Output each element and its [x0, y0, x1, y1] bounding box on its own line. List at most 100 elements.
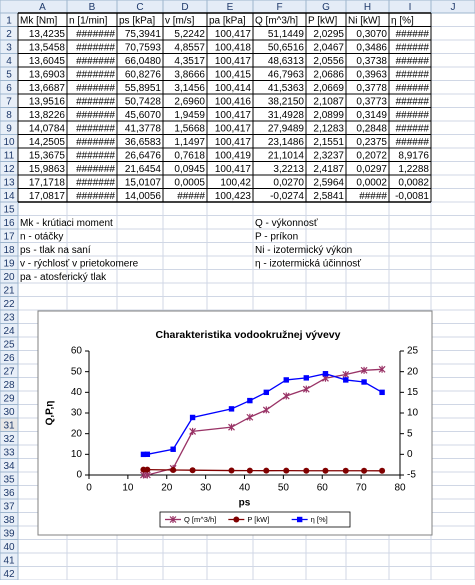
data-point	[378, 365, 386, 373]
column-header: G	[322, 2, 330, 13]
table-cell: 100,423	[215, 191, 252, 202]
y-tick-label: 30	[71, 408, 83, 419]
legend-marker	[233, 516, 240, 523]
table-cell: 0,0270	[273, 177, 304, 188]
x-tick-label: 50	[278, 483, 290, 494]
table-cell: 13,6045	[29, 56, 66, 67]
row-header: 36	[3, 488, 15, 499]
row-header: 41	[3, 555, 15, 566]
legend-label: P [kW]	[247, 515, 269, 524]
table-cell: 17,1718	[29, 177, 66, 188]
row-header: 3	[6, 42, 12, 53]
table-cell: 0,3773	[356, 96, 387, 107]
row-header: 6	[6, 83, 12, 94]
table-cell: ######	[396, 83, 430, 94]
table-cell: 75,3941	[125, 29, 162, 40]
table-cell: 17,0817	[29, 191, 66, 202]
table-cell: 0,0082	[398, 177, 429, 188]
x-tick-label: 60	[317, 483, 329, 494]
y2-tick-label: 5	[407, 428, 413, 439]
row-header: 24	[3, 326, 15, 337]
table-cell: 38,2150	[268, 96, 305, 107]
row-header: 19	[3, 258, 15, 269]
data-point	[246, 467, 253, 474]
table-cell: 21,6454	[125, 164, 162, 175]
data-point	[303, 375, 309, 381]
column-header: H	[364, 2, 371, 13]
y-tick-label: 10	[71, 449, 83, 460]
note: n - otáčky	[20, 231, 63, 242]
table-cell: 2,0556	[313, 56, 344, 67]
legend-marker	[296, 516, 303, 523]
x-tick-label: 80	[394, 483, 406, 494]
table-cell: 60,8276	[125, 69, 162, 80]
table-cell: 100,416	[215, 96, 252, 107]
table-cell: 2,1087	[313, 96, 344, 107]
data-point	[342, 370, 350, 378]
data-point	[140, 471, 147, 479]
table-cell: 2,0899	[313, 110, 344, 121]
table-cell: ######	[396, 123, 430, 134]
row-header: 2	[6, 29, 12, 40]
row-header: 11	[4, 150, 15, 161]
table-cell: 41,3778	[125, 123, 162, 134]
table-cell: 0,3738	[356, 56, 387, 67]
data-point	[247, 397, 253, 404]
table-cell: 0,0002	[356, 177, 387, 188]
table-cell: 100,418	[215, 42, 252, 53]
data-point	[343, 377, 349, 383]
row-header: 16	[3, 218, 15, 229]
table-cell: #######	[76, 96, 115, 107]
table-cell: 100,417	[215, 164, 252, 175]
table-cell: 100,42	[220, 177, 251, 188]
table-cell: 0,0945	[174, 164, 205, 175]
table-cell: 13,4235	[29, 29, 66, 40]
table-cell: 0,0005	[174, 177, 205, 188]
table-cell: ######	[396, 42, 430, 53]
x-tick-label: 70	[356, 483, 368, 494]
data-point	[283, 467, 290, 474]
table-cell: 45,6070	[125, 110, 162, 121]
table-cell: 26,6476	[125, 150, 162, 161]
table-cell: 23,1486	[268, 137, 305, 148]
table-cell: 36,6583	[125, 137, 162, 148]
row-header: 39	[3, 528, 15, 539]
table-cell: 2,0686	[313, 69, 344, 80]
legend-label: η [%]	[311, 515, 328, 524]
table-cell: 46,7963	[268, 69, 305, 80]
row-header: 42	[3, 569, 15, 580]
note: Mk - krútiaci moment	[20, 218, 113, 229]
data-point	[282, 392, 290, 400]
table-cell: 3,8666	[174, 69, 205, 80]
data-point	[228, 423, 235, 431]
table-cell: 2,0669	[313, 83, 344, 94]
data-point	[342, 467, 349, 474]
table-cell: 13,6687	[29, 83, 66, 94]
table-cell: 66,0480	[125, 56, 162, 67]
table-cell: 41,5363	[268, 83, 305, 94]
row-header: 34	[3, 461, 15, 472]
y-tick-label: 50	[71, 366, 83, 377]
x-tick-label: 10	[122, 483, 134, 494]
table-cell: #######	[76, 137, 115, 148]
data-point	[228, 406, 235, 412]
table-cell: ######	[396, 69, 430, 80]
table-cell: ######	[396, 137, 430, 148]
row-header: 18	[3, 245, 15, 256]
table-header-cell: v [m/s]	[165, 15, 195, 26]
row-header: 33	[3, 447, 15, 458]
table-cell: 5,2242	[174, 29, 205, 40]
row-header: 29	[3, 393, 15, 404]
row-header: 8	[6, 110, 12, 121]
data-point	[302, 385, 310, 393]
table-cell: ######	[396, 29, 430, 40]
data-point	[263, 467, 270, 474]
y2-tick-label: 25	[407, 346, 419, 357]
y2-tick-label: -5	[407, 470, 416, 481]
table-cell: 100,417	[215, 137, 252, 148]
row-header: 17	[3, 231, 15, 242]
table-cell: #######	[76, 150, 115, 161]
table-header-cell: P [kW]	[308, 15, 337, 26]
table-cell: 70,7593	[125, 42, 162, 53]
